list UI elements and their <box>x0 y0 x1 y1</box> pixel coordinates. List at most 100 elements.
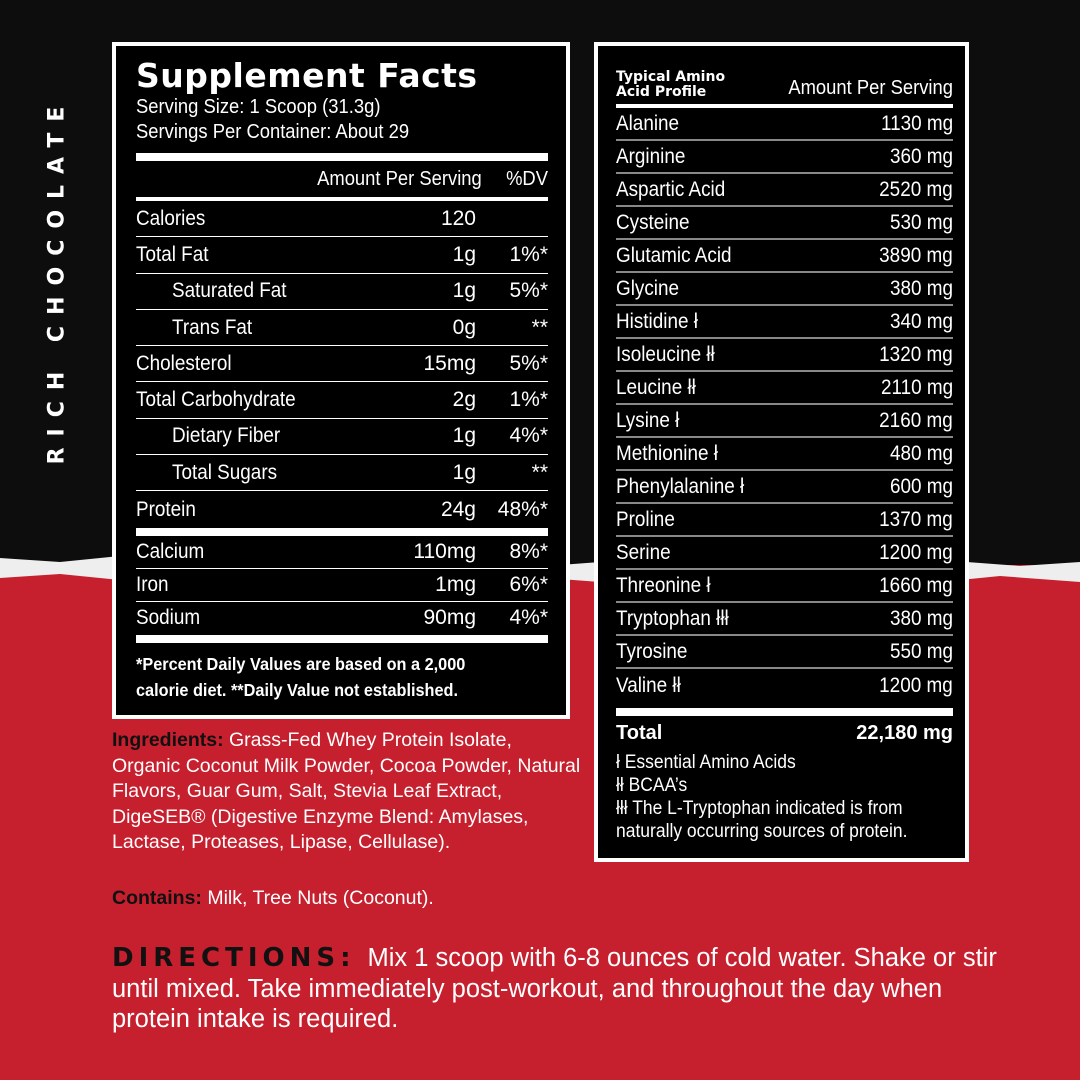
legend-line: ł Essential Amino Acids <box>616 752 796 773</box>
total-label: Total <box>616 722 663 744</box>
facts-title: Supplement Facts <box>136 56 478 95</box>
amino-header: Typical Amino Acid Profile Amount Per Ser… <box>616 46 953 104</box>
amino-row: Valine łł 1200 mg <box>616 669 953 702</box>
amino-name: Tryptophan łłł <box>616 606 729 630</box>
nutrient-amount: 0g <box>452 315 476 339</box>
total-value: 22,180 mg <box>856 722 953 744</box>
amino-name: Aspartic Acid <box>616 177 726 201</box>
amino-value: 1660 mg <box>879 573 953 597</box>
nutrient-row: Total Carbohydrate 2g 1%* <box>136 382 548 419</box>
serving-size: Serving Size: 1 Scoop (31.3g) <box>136 96 381 118</box>
contains-label: Contains: <box>112 887 202 909</box>
ingredients-label: Ingredients: <box>112 729 224 751</box>
amino-row: Proline 1370 mg <box>616 504 953 537</box>
nutrient-dv: 1%* <box>509 388 548 412</box>
amino-value: 1320 mg <box>879 342 953 366</box>
footnote-line: *Percent Daily Values are based on a 2,0… <box>136 653 466 674</box>
nutrient-name: Calories <box>136 206 206 230</box>
nutrient-amount: 1g <box>452 279 476 303</box>
amino-value: 480 mg <box>889 441 953 465</box>
directions: DIRECTIONS: Mix 1 scoop with 6-8 ounces o… <box>112 943 1012 1035</box>
nutrient-amount: 1g <box>452 460 476 484</box>
amino-row: Phenylalanine ł 600 mg <box>616 471 953 504</box>
nutrient-amount: 1g <box>452 242 476 266</box>
dv-header: %DV <box>506 167 548 190</box>
amino-value: 340 mg <box>889 309 953 333</box>
amino-value: 360 mg <box>889 144 953 168</box>
amino-name: Arginine <box>616 144 686 168</box>
divider <box>616 708 953 716</box>
amino-row: Isoleucine łł 1320 mg <box>616 339 953 372</box>
amino-name: Alanine <box>616 111 680 135</box>
mineral-row: Iron 1mg 6%* <box>136 569 548 602</box>
divider <box>136 153 548 161</box>
amino-value: 3890 mg <box>879 243 953 267</box>
mineral-dv: 6%* <box>509 572 548 596</box>
mineral-name: Sodium <box>136 606 201 630</box>
nutrient-row: Total Fat 1g 1%* <box>136 237 548 274</box>
mineral-name: Iron <box>136 572 169 596</box>
amino-amount-header: Amount Per Serving <box>788 77 953 99</box>
nutrient-name: Trans Fat <box>172 315 253 339</box>
amino-name: Glutamic Acid <box>616 243 732 267</box>
footnote-line: calorie diet. **Daily Value not establis… <box>136 679 458 700</box>
nutrient-name: Total Carbohydrate <box>136 388 296 412</box>
amino-title-line: Typical Amino <box>616 69 726 85</box>
nutrient-amount: 15mg <box>423 351 476 375</box>
amino-value: 600 mg <box>889 474 953 498</box>
mineral-row: Calcium 110mg 8%* <box>136 536 548 569</box>
amino-name: Threonine ł <box>616 573 711 597</box>
facts-header: Amount Per Serving %DV <box>169 161 548 197</box>
amino-value: 2160 mg <box>879 408 953 432</box>
amino-value: 1200 mg <box>879 540 953 564</box>
amino-name: Tyrosine <box>616 639 688 663</box>
mineral-amount: 1mg <box>435 572 476 596</box>
amino-value: 1370 mg <box>879 507 953 531</box>
amino-row: Glycine 380 mg <box>616 273 953 306</box>
amino-name: Methionine ł <box>616 441 718 465</box>
amino-row: Histidine ł 340 mg <box>616 306 953 339</box>
mineral-amount: 110mg <box>413 539 476 563</box>
amino-row: Tryptophan łłł 380 mg <box>616 603 953 636</box>
amino-name: Phenylalanine ł <box>616 474 745 498</box>
allergens: Contains: Milk, Tree Nuts (Coconut). <box>112 887 434 910</box>
amino-name: Lysine ł <box>616 408 680 432</box>
nutrient-dv: ** <box>531 315 548 339</box>
amino-row: Tyrosine 550 mg <box>616 636 953 669</box>
nutrient-name: Total Sugars <box>172 460 278 484</box>
nutrient-name: Total Fat <box>136 242 209 266</box>
nutrient-row: Cholesterol 15mg 5%* <box>136 346 548 383</box>
legend-line: łł BCAA’s <box>616 775 688 796</box>
mineral-dv: 8%* <box>509 539 548 563</box>
amino-value: 550 mg <box>889 639 953 663</box>
amino-value: 2110 mg <box>880 375 953 399</box>
amino-value: 530 mg <box>889 210 953 234</box>
amino-title: Typical Amino Acid Profile <box>616 70 725 100</box>
nutrient-name: Cholesterol <box>136 351 232 375</box>
flavor-label: RICH CHOCOLATE <box>44 95 70 465</box>
amino-title-line: Acid Profile <box>616 84 707 100</box>
amino-name: Glycine <box>616 276 680 300</box>
amino-name: Serine <box>616 540 671 564</box>
nutrient-amount: 2g <box>452 388 476 412</box>
nutrient-rows: Calories 120 Total Fat 1g 1%* Saturated Fat 1g… <box>136 201 548 528</box>
nutrient-dv: 5%* <box>509 351 548 375</box>
mineral-row: Sodium 90mg 4%* <box>136 602 548 635</box>
amino-row: Cysteine 530 mg <box>616 207 953 240</box>
nutrient-row: Total Sugars 1g ** <box>136 455 548 492</box>
amino-row: Serine 1200 mg <box>616 537 953 570</box>
legend-line: łłł The L-Tryptophan indicated is from <box>616 798 903 819</box>
nutrient-row: Protein 24g 48%* <box>136 491 548 527</box>
nutrient-row: Calories 120 <box>136 201 548 238</box>
nutrient-row: Dietary Fiber 1g 4%* <box>136 419 548 456</box>
amino-name: Cysteine <box>616 210 690 234</box>
amino-acid-panel: Typical Amino Acid Profile Amount Per Ser… <box>594 42 969 862</box>
nutrient-dv: ** <box>531 460 548 484</box>
amino-name: Histidine ł <box>616 309 698 333</box>
amino-name: Proline <box>616 507 675 531</box>
amino-row: Glutamic Acid 3890 mg <box>616 240 953 273</box>
amino-row: Threonine ł 1660 mg <box>616 570 953 603</box>
divider <box>136 527 548 536</box>
amino-total-row: Total 22,180 mg <box>616 722 953 745</box>
amino-value: 1130 mg <box>880 111 953 135</box>
